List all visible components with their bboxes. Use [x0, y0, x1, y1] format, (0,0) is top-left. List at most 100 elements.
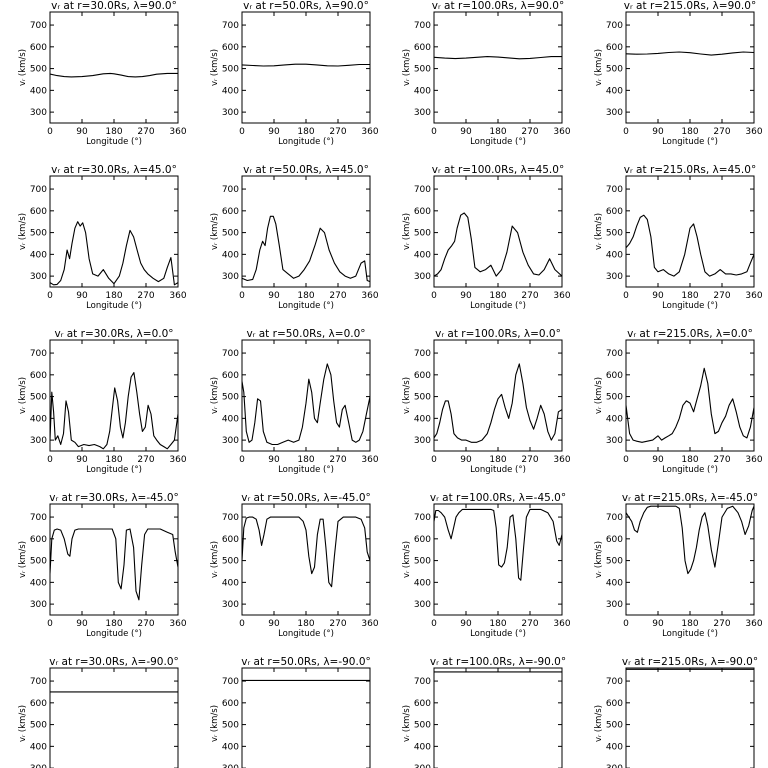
y-axis-label: vᵣ (km/s)	[402, 705, 412, 742]
y-tick-label: 600	[30, 207, 47, 217]
y-tick-label: 400	[222, 86, 239, 96]
chart-title: vᵣ at r=215.0Rs, λ=-90.0°	[622, 656, 758, 668]
x-tick-label: 90	[652, 455, 664, 465]
x-axis-label: Longitude (°)	[278, 465, 334, 475]
x-tick-label: 90	[460, 127, 472, 137]
series-line	[626, 367, 754, 443]
series-line	[434, 363, 562, 443]
y-tick-label: 500	[222, 229, 239, 239]
x-tick-label: 180	[105, 619, 122, 629]
y-tick-label: 400	[30, 742, 47, 752]
y-axis-label: vᵣ (km/s)	[402, 213, 412, 250]
x-tick-label: 90	[460, 619, 472, 629]
y-tick-label: 400	[30, 578, 47, 588]
x-axis-label: Longitude (°)	[470, 137, 526, 147]
y-tick-label: 600	[222, 43, 239, 53]
y-tick-label: 700	[414, 677, 431, 687]
x-axis-label: Longitude (°)	[86, 301, 142, 311]
y-tick-label: 700	[222, 349, 239, 359]
y-tick-label: 300	[414, 600, 431, 610]
y-tick-label: 500	[222, 557, 239, 567]
y-tick-label: 300	[414, 272, 431, 282]
x-tick-label: 90	[652, 291, 664, 301]
x-tick-label: 360	[553, 455, 570, 465]
x-tick-label: 270	[137, 127, 154, 137]
chart-title: vᵣ at r=30.0Rs, λ=90.0°	[51, 0, 177, 12]
y-axis-label: vᵣ (km/s)	[210, 213, 220, 250]
y-tick-label: 600	[606, 371, 623, 381]
chart-title: vᵣ at r=50.0Rs, λ=90.0°	[243, 0, 369, 12]
x-axis-label: Longitude (°)	[86, 629, 142, 639]
plot-frame	[625, 11, 755, 124]
x-axis-label: Longitude (°)	[470, 301, 526, 311]
series-line	[50, 528, 178, 601]
y-tick-label: 300	[30, 764, 47, 768]
y-tick-label: 700	[414, 349, 431, 359]
x-axis-label: Longitude (°)	[278, 629, 334, 639]
y-tick-label: 400	[606, 414, 623, 424]
chart-panel: vᵣ at r=50.0Rs, λ=-45.0° 0 90 180 270 360 300 4…	[210, 492, 379, 639]
y-tick-label: 400	[414, 250, 431, 260]
y-tick-label: 600	[606, 535, 623, 545]
chart-panel: vᵣ at r=100.0Rs, λ=45.0° 0 90 180 270 360 300 4…	[402, 164, 571, 311]
y-tick-label: 600	[30, 699, 47, 709]
y-axis-label: vᵣ (km/s)	[18, 377, 28, 414]
chart-panel: vᵣ at r=215.0Rs, λ=-90.0°090180270360300…	[594, 656, 758, 768]
y-axis-label: vᵣ (km/s)	[210, 541, 220, 578]
y-tick-label: 400	[414, 414, 431, 424]
x-tick-label: 360	[169, 619, 186, 629]
x-tick-label: 270	[137, 455, 154, 465]
chart-title: vᵣ at r=50.0Rs, λ=45.0°	[243, 164, 369, 176]
plot-frame	[49, 175, 179, 288]
chart-panel: vᵣ at r=50.0Rs, λ=-90.0°0901802703603004…	[210, 656, 371, 768]
chart-title: vᵣ at r=215.0Rs, λ=45.0°	[624, 164, 756, 176]
x-tick-label: 0	[431, 455, 437, 465]
x-tick-label: 360	[169, 127, 186, 137]
y-tick-label: 400	[222, 578, 239, 588]
y-tick-label: 300	[222, 600, 239, 610]
x-tick-label: 270	[329, 455, 346, 465]
y-tick-label: 300	[606, 600, 623, 610]
y-tick-label: 700	[30, 21, 47, 31]
y-tick-label: 300	[30, 600, 47, 610]
x-axis-label: Longitude (°)	[278, 137, 334, 147]
chart-panel: vᵣ at r=215.0Rs, λ=45.0° 0 90 180 270 360 300 4…	[594, 164, 763, 311]
y-axis-label: vᵣ (km/s)	[18, 49, 28, 86]
plot-frame	[49, 11, 179, 124]
y-tick-label: 300	[222, 108, 239, 118]
chart-panel: vᵣ at r=100.0Rs, λ=-45.0° 0 90 180 270 360 300…	[402, 492, 571, 639]
y-tick-label: 400	[606, 742, 623, 752]
y-tick-label: 300	[222, 272, 239, 282]
y-axis-label: vᵣ (km/s)	[18, 705, 28, 742]
y-tick-label: 500	[30, 721, 47, 731]
y-tick-label: 500	[606, 557, 623, 567]
chart-panel: vᵣ at r=50.0Rs, λ=45.0° 0 90 180 270 360 300 40…	[210, 164, 379, 311]
x-tick-label: 180	[681, 127, 698, 137]
series-line	[242, 363, 370, 446]
series-line	[434, 212, 562, 277]
series-line	[242, 516, 370, 588]
x-tick-label: 0	[623, 619, 629, 629]
y-tick-label: 300	[606, 108, 623, 118]
x-tick-label: 90	[268, 455, 280, 465]
plot-frame	[625, 667, 755, 768]
y-tick-label: 700	[414, 21, 431, 31]
series-line	[626, 505, 754, 575]
y-tick-label: 600	[222, 207, 239, 217]
y-tick-label: 600	[606, 699, 623, 709]
chart-title: vᵣ at r=100.0Rs, λ=-45.0°	[430, 492, 566, 504]
x-tick-label: 360	[745, 619, 762, 629]
chart-title: vᵣ at r=100.0Rs, λ=0.0°	[435, 328, 561, 340]
chart-title: vᵣ at r=50.0Rs, λ=-90.0°	[241, 656, 371, 668]
x-tick-label: 90	[268, 127, 280, 137]
chart-panel: vᵣ at r=30.0Rs, λ=90.0° 0 90 180 270 360 300 40…	[18, 0, 187, 147]
chart-panel: vᵣ at r=30.0Rs, λ=-45.0° 0 90 180 270 360 300 4…	[18, 492, 187, 639]
series-line	[50, 72, 178, 78]
x-tick-label: 360	[745, 291, 762, 301]
x-tick-label: 270	[329, 619, 346, 629]
x-tick-label: 90	[268, 291, 280, 301]
y-tick-label: 500	[30, 229, 47, 239]
plot-frame	[433, 339, 563, 452]
x-tick-label: 0	[431, 291, 437, 301]
chart-panel: vᵣ at r=100.0Rs, λ=0.0° 0 90 180 270 360 300 40…	[402, 328, 571, 475]
